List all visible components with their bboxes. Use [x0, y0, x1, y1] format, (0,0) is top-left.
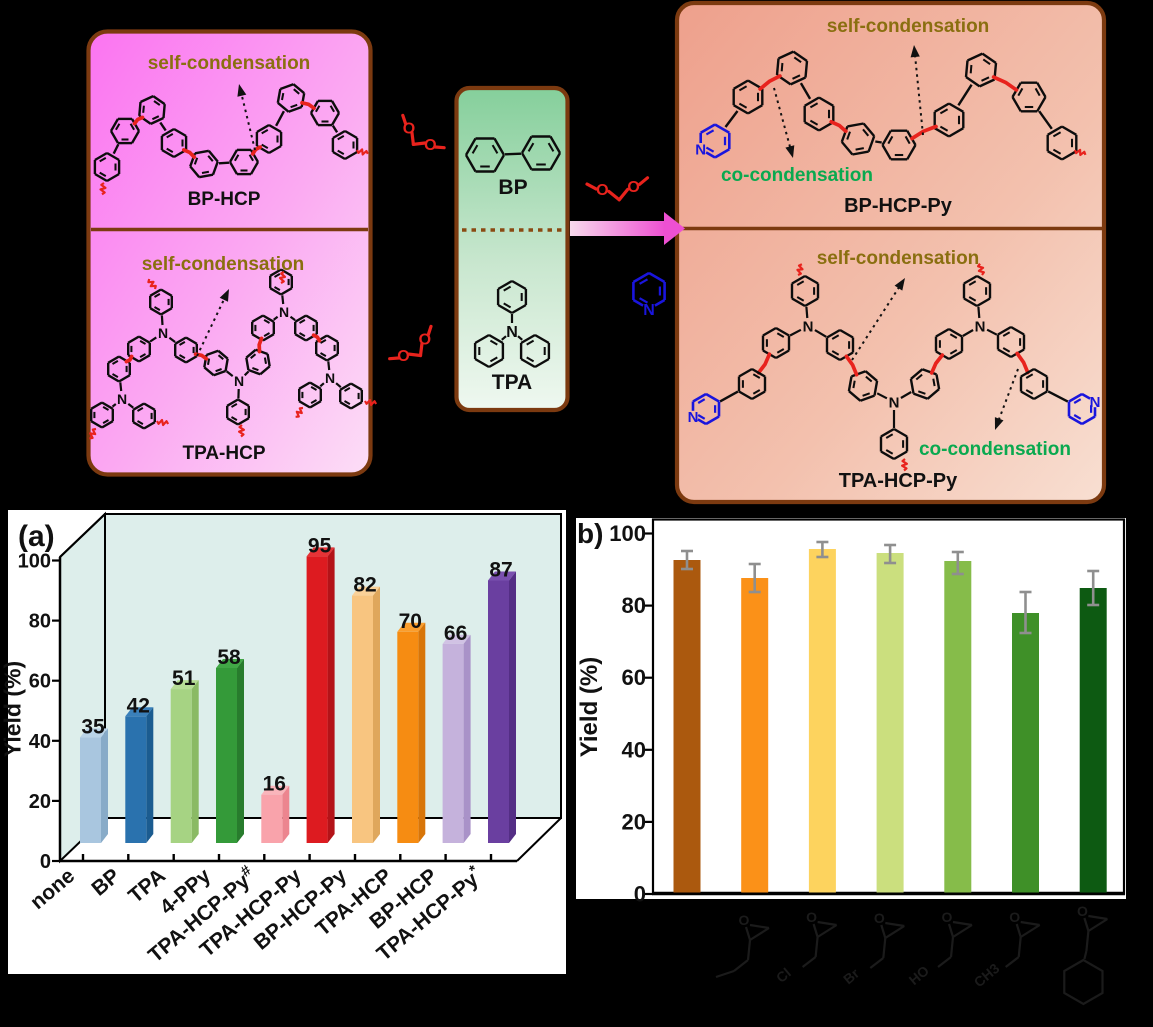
- svg-text:42: 42: [127, 694, 150, 717]
- svg-text:co-condensation: co-condensation: [721, 165, 873, 186]
- svg-text:60: 60: [622, 665, 646, 690]
- svg-text:100: 100: [18, 551, 51, 573]
- svg-text:O: O: [627, 179, 639, 196]
- svg-text:35: 35: [81, 715, 105, 738]
- svg-text:N: N: [695, 142, 706, 159]
- svg-text:Yield (%): Yield (%): [0, 661, 26, 757]
- svg-text:40: 40: [622, 737, 646, 762]
- svg-text:O: O: [739, 912, 750, 928]
- svg-text:80: 80: [29, 611, 51, 633]
- svg-text:N: N: [506, 324, 518, 341]
- svg-text:self-condensation: self-condensation: [148, 53, 311, 74]
- svg-text:TPA: TPA: [492, 371, 532, 394]
- svg-text:TPA-HCP: TPA-HCP: [182, 443, 265, 464]
- svg-text:O: O: [596, 182, 608, 199]
- svg-text:Yield (%): Yield (%): [576, 657, 603, 757]
- svg-text:O: O: [424, 137, 436, 154]
- svg-text:self-condensation: self-condensation: [817, 248, 980, 269]
- svg-text:60: 60: [29, 671, 51, 693]
- svg-text:self-condensation: self-condensation: [827, 16, 990, 37]
- svg-text:51: 51: [172, 667, 196, 690]
- svg-text:N: N: [688, 409, 699, 426]
- svg-text:95: 95: [308, 534, 332, 557]
- svg-text:N: N: [889, 394, 900, 411]
- svg-text:N: N: [279, 304, 289, 320]
- svg-text:TPA-HCP-Py: TPA-HCP-Py: [839, 470, 958, 492]
- svg-text:N: N: [117, 391, 127, 407]
- svg-text:87: 87: [489, 559, 512, 582]
- svg-text:O: O: [806, 909, 817, 925]
- svg-text:O: O: [874, 910, 885, 926]
- svg-text:20: 20: [622, 809, 646, 834]
- svg-text:N: N: [803, 318, 814, 335]
- svg-text:80: 80: [622, 593, 646, 618]
- svg-text:40: 40: [29, 731, 51, 753]
- svg-text:20: 20: [29, 791, 51, 813]
- svg-text:82: 82: [353, 574, 376, 597]
- svg-text:BP-HCP: BP-HCP: [188, 189, 261, 210]
- svg-text:16: 16: [263, 773, 286, 796]
- svg-text:self-condensation: self-condensation: [142, 254, 305, 275]
- svg-text:BP: BP: [498, 176, 527, 199]
- svg-text:O: O: [942, 909, 953, 925]
- svg-text:b): b): [577, 518, 603, 549]
- svg-text:O: O: [403, 121, 415, 138]
- svg-text:70: 70: [399, 610, 422, 633]
- svg-text:O: O: [419, 332, 431, 349]
- svg-text:N: N: [1090, 394, 1101, 411]
- svg-text:N: N: [234, 373, 244, 389]
- svg-text:N: N: [325, 370, 335, 386]
- svg-text:N: N: [158, 325, 168, 341]
- svg-text:O: O: [397, 348, 409, 365]
- svg-text:N: N: [643, 302, 655, 319]
- svg-text:O: O: [1077, 903, 1088, 919]
- svg-text:0: 0: [40, 851, 51, 873]
- svg-text:(a): (a): [18, 520, 55, 553]
- svg-text:N: N: [975, 318, 986, 335]
- svg-text:100: 100: [609, 521, 646, 546]
- svg-text:66: 66: [444, 622, 467, 645]
- svg-text:co-condensation: co-condensation: [919, 439, 1071, 460]
- svg-text:0: 0: [634, 882, 646, 907]
- svg-text:O: O: [1009, 909, 1020, 925]
- svg-text:58: 58: [217, 646, 241, 669]
- svg-text:BP-HCP-Py: BP-HCP-Py: [844, 195, 953, 217]
